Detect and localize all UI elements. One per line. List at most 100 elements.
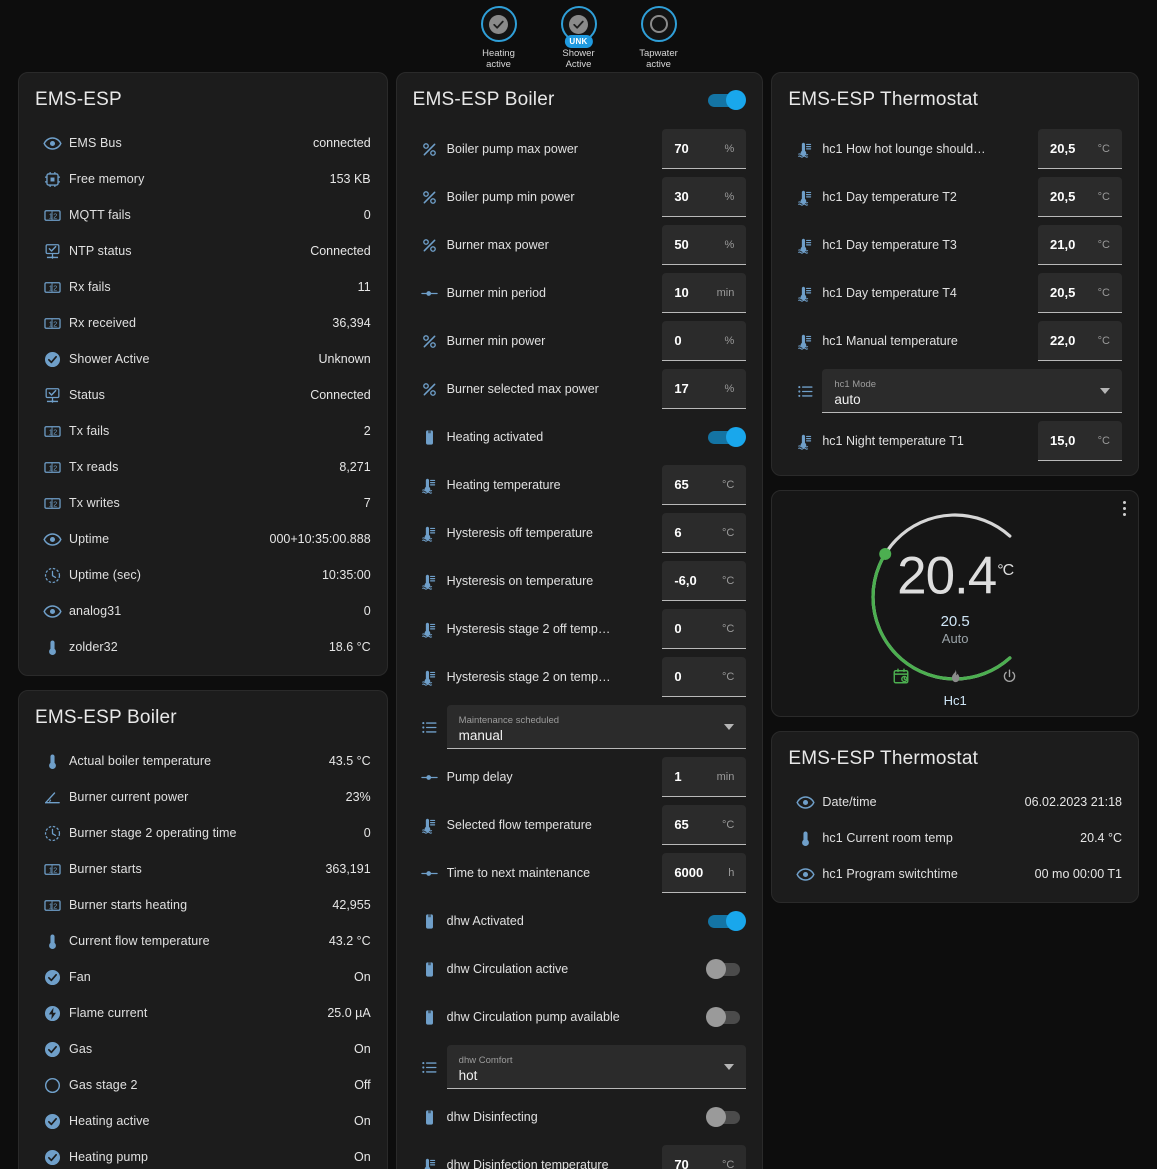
thermostat-info-card-header: EMS-ESP Thermostat	[788, 746, 1122, 774]
value-input[interactable]: 30%	[662, 177, 747, 217]
input-value: 65	[674, 817, 689, 832]
value-input[interactable]: 70%	[662, 129, 747, 169]
setting-toggle[interactable]	[706, 1007, 746, 1027]
setting-toggle[interactable]	[706, 911, 747, 931]
boiler-power-toggle[interactable]	[706, 90, 747, 110]
list-item: Date/time 06.02.2023 21:18	[788, 784, 1122, 820]
list-item-label: Tx writes	[69, 496, 120, 510]
value-input[interactable]: 6000 h	[662, 853, 747, 893]
input-value: 15,0	[1050, 433, 1076, 448]
clock-icon	[35, 824, 69, 843]
list-item-value: On	[353, 1114, 371, 1128]
list-item-value: Unknown	[318, 352, 371, 366]
clock-icon	[35, 566, 69, 585]
chevron-down-icon[interactable]	[724, 1063, 735, 1070]
toggle-row: dhw Disinfecting	[413, 1093, 747, 1141]
water-temp-icon	[788, 284, 822, 303]
input-value: 0	[674, 669, 682, 684]
list-item-label: Tx fails	[69, 424, 110, 438]
value-input[interactable]: 20,5 °C	[1038, 129, 1122, 169]
input-value: 21,0	[1050, 237, 1076, 252]
input-row: Boiler pump min power 30%	[413, 173, 747, 221]
water-temp-icon	[788, 188, 822, 207]
list-item-label: Current flow temperature	[69, 934, 210, 948]
value-input[interactable]: 6 °C	[662, 513, 747, 553]
check-circle-icon	[35, 1148, 69, 1167]
value-input[interactable]: 0 °C	[662, 609, 747, 649]
value-input[interactable]: 65 °C	[662, 465, 747, 505]
setting-toggle[interactable]	[706, 959, 746, 979]
list-icon	[413, 1058, 447, 1077]
value-input[interactable]: 21,0 °C	[1038, 225, 1122, 265]
value-input[interactable]: 20,5 °C	[1038, 273, 1122, 313]
tapwater-active-ring	[640, 6, 677, 42]
setting-toggle[interactable]	[706, 1107, 746, 1127]
status-badge-heating-active[interactable]: Heating active	[469, 6, 529, 70]
status-badge-shower-active[interactable]: UNK Shower Active	[549, 6, 609, 70]
input-row-label: Hysteresis on temperature	[446, 574, 594, 588]
value-input[interactable]: 22,0 °C	[1038, 321, 1122, 361]
power-icon[interactable]	[999, 666, 1019, 686]
value-input[interactable]: 10 min	[662, 273, 747, 313]
value-input[interactable]: 70 °C	[662, 1145, 747, 1169]
tank-icon	[413, 912, 447, 931]
flame-icon[interactable]	[945, 666, 965, 686]
system-card-header: EMS-ESP	[35, 87, 371, 115]
tank-icon	[413, 1008, 447, 1027]
thermostat-dial-card: 20.4°C 20.5 Auto	[771, 490, 1139, 717]
value-input[interactable]: 50%	[662, 225, 747, 265]
input-value: 0	[674, 621, 682, 636]
list-item: Burner stage 2 operating time 0	[35, 815, 371, 851]
heating-circuit-name: Hc1	[943, 693, 967, 708]
list-item-label: hc1 Current room temp	[822, 831, 953, 845]
select-label: hc1 Mode	[834, 378, 877, 390]
svg-text:2: 2	[53, 320, 57, 328]
svg-text:2: 2	[53, 866, 57, 874]
list-item: 1 2 Rx fails 11	[35, 269, 371, 305]
water-temp-icon	[788, 140, 822, 159]
value-input[interactable]: 17%	[662, 369, 747, 409]
percent-icon	[413, 380, 447, 399]
water-temp-icon	[788, 236, 822, 255]
value-input[interactable]: 15,0 °C	[1038, 421, 1122, 461]
input-row-label: Hysteresis stage 2 on temp…	[446, 670, 611, 684]
list-item-label: Heating active	[69, 1114, 150, 1128]
chevron-down-icon[interactable]	[724, 723, 735, 730]
input-unit: °C	[721, 622, 735, 635]
thermostat-row-list: hc1 How hot lounge should… 20,5 °C hc1 Day …	[788, 125, 1122, 465]
select-field[interactable]: dhw Comfort hot	[446, 1045, 747, 1089]
value-input[interactable]: 1 min	[662, 757, 747, 797]
kebab-menu-icon[interactable]	[1123, 501, 1126, 516]
value-input[interactable]: 0 °C	[662, 657, 747, 697]
setting-toggle[interactable]	[706, 427, 747, 447]
value-input[interactable]: 20,5 °C	[1038, 177, 1122, 217]
chevron-down-icon[interactable]	[1100, 387, 1110, 394]
list-item: NTP status Connected	[35, 233, 371, 269]
select-field[interactable]: Maintenance scheduled manual	[446, 705, 747, 749]
value-input[interactable]: -6,0 °C	[662, 561, 747, 601]
list-item-label: Rx received	[69, 316, 137, 330]
boiler-status-card-header: EMS-ESP Boiler	[35, 705, 371, 733]
toggle-knob	[706, 1007, 727, 1027]
select-field[interactable]: hc1 Mode auto	[822, 369, 1122, 413]
input-unit: %	[724, 238, 735, 251]
calendar-clock-icon[interactable]	[891, 666, 911, 686]
list-item-label: Actual boiler temperature	[69, 754, 212, 768]
input-row-label: hc1 Day temperature T2	[822, 190, 957, 204]
input-row: dhw Disinfection temperature 70 °C	[413, 1141, 747, 1169]
list-item-value: 11	[357, 280, 371, 294]
input-unit: %	[724, 142, 735, 155]
list-item: zolder32 18.6 °C	[35, 629, 371, 665]
toggle-knob	[726, 90, 747, 110]
toggle-knob	[706, 1107, 727, 1127]
status-badge-tapwater-active[interactable]: Tapwater active	[629, 6, 689, 70]
value-input[interactable]: 65 °C	[662, 805, 747, 845]
list-item-value: 25.0 µA	[327, 1006, 371, 1020]
value-input[interactable]: 0%	[662, 321, 747, 361]
input-unit: h	[728, 866, 735, 879]
list-item-value: 8,271	[339, 460, 371, 474]
toggle-knob	[706, 959, 727, 979]
toggle-row-label: dhw Circulation pump available	[446, 1010, 620, 1024]
check-circle-icon	[35, 350, 69, 369]
